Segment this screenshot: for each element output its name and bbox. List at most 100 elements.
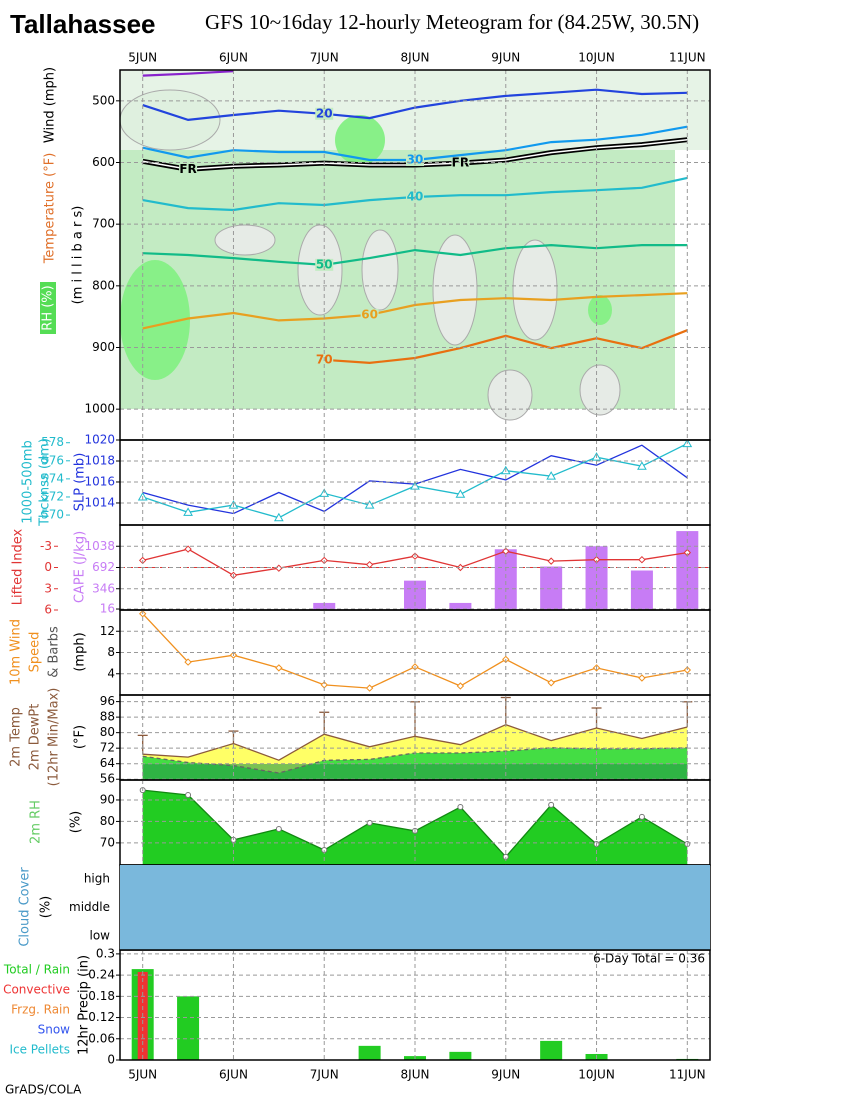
- mph-label: (mph): [73, 632, 88, 671]
- marker: [637, 461, 647, 470]
- line-label: 60: [361, 307, 378, 321]
- x-tick-label: 7JUN: [310, 1068, 339, 1082]
- marker: [275, 825, 282, 832]
- marker: [638, 674, 646, 682]
- y-tick-label: 8: [107, 645, 115, 659]
- wind-speed-label: Speed: [28, 632, 43, 673]
- temp2m-label: 2m Temp: [9, 707, 24, 767]
- x-tick-label: 8JUN: [401, 1068, 430, 1082]
- marker: [457, 804, 464, 811]
- y2-tick-label: -3: [40, 539, 52, 553]
- li-label: Lifted Index: [11, 528, 26, 605]
- marker: [548, 801, 555, 808]
- y-tick-label: 0.24: [88, 968, 115, 982]
- bar: [540, 1040, 563, 1060]
- panel: 0 0.06 0.12 0.18 0.24 0.3 Total / Rain Convecti…: [3, 946, 711, 1067]
- legend-entry: Total / Rain: [3, 963, 70, 977]
- y-tick-label: 0.12: [88, 1010, 115, 1024]
- y-tick-label: 1000: [84, 402, 115, 416]
- y-tick-label: 0.06: [88, 1031, 115, 1045]
- pct-label: (%): [69, 811, 84, 834]
- line: [324, 329, 688, 365]
- y-tick-label: 1018: [84, 453, 115, 467]
- wind-label: Wind (mph): [43, 67, 58, 143]
- bar: [540, 566, 563, 610]
- x-tick-label: 10JUN: [578, 1068, 615, 1082]
- legend-entry: Snow: [38, 1023, 71, 1037]
- y-tick-label: 56: [100, 772, 115, 786]
- line-label: FR: [179, 162, 196, 176]
- rh-label: RH (%): [41, 285, 56, 330]
- line: [142, 70, 234, 77]
- marks: [137, 440, 693, 522]
- marks: [138, 610, 692, 692]
- degf-label: (°F): [73, 725, 88, 749]
- barbs-label: & Barbs: [47, 626, 62, 678]
- cloud-category: low: [90, 928, 111, 942]
- y2-tick-label: 574: [41, 471, 64, 485]
- marker: [275, 664, 283, 672]
- marker: [184, 658, 192, 666]
- x-tick-label: 5JUN: [128, 51, 157, 65]
- y-tick-label: 1014: [84, 495, 115, 509]
- marker: [185, 792, 192, 799]
- y-tick-label: 1016: [84, 474, 115, 488]
- location: Tallahassee: [10, 9, 156, 39]
- legend-entry: Ice Pellets: [9, 1043, 70, 1057]
- marker: [638, 813, 645, 820]
- bar: [494, 549, 517, 610]
- y2-tick-label: 0: [44, 560, 52, 574]
- legend-entry: Frzg. Rain: [11, 1003, 70, 1017]
- annotation: 6-Day Total = 0.36: [593, 952, 705, 966]
- thickness-label: Thcknss (dm): [38, 438, 53, 527]
- x-tick-label: 9JUN: [491, 1068, 520, 1082]
- y-tick-label: 88: [100, 710, 115, 724]
- y-tick-label: 72: [100, 741, 115, 755]
- y-tick-label: 692: [92, 560, 115, 574]
- y-tick-label: 4: [107, 666, 115, 680]
- line-label: 50: [316, 257, 333, 271]
- cloud-background: [120, 865, 710, 950]
- line-label-bg: [406, 154, 424, 167]
- marker: [365, 560, 374, 569]
- y-tick-label: 1020: [84, 433, 115, 447]
- y-tick-label: 80: [100, 814, 115, 828]
- y2-tick-label: 570: [41, 508, 64, 522]
- x-tick-label: 5JUN: [128, 1068, 157, 1082]
- temp-label: Temperature (°F): [43, 153, 58, 265]
- bar: [585, 546, 608, 610]
- panel-frame: [119, 949, 711, 1061]
- rh-key: [40, 282, 56, 334]
- y2-tick-label: 6: [44, 603, 52, 617]
- bar: [449, 1051, 472, 1060]
- x-tick-label: 7JUN: [310, 51, 339, 65]
- marker: [183, 507, 193, 516]
- cape-label: CAPE (J/kg): [73, 531, 88, 603]
- marker: [547, 557, 555, 565]
- y2-tick-label: 576: [41, 453, 64, 467]
- y-tick-label: 96: [100, 694, 115, 708]
- slp-label: SLP (mb): [73, 453, 88, 512]
- pressure-label: (m i l l i b a r s): [71, 206, 86, 305]
- panel: 1014 1016 1018 1020 570 572 574 576 578: [41, 433, 711, 526]
- y-tick-label: 0.18: [88, 989, 115, 1003]
- panel: 16 346 692 1038 -3 0 3 6: [40, 524, 711, 617]
- y-tick-label: 900: [92, 340, 115, 354]
- x-tick-label: 6JUN: [219, 1068, 248, 1082]
- y-tick-label: 700: [92, 217, 115, 231]
- legend-entry: Convective: [3, 983, 70, 997]
- y-tick-label: 90: [100, 792, 115, 806]
- y-tick-label: 500: [92, 93, 115, 107]
- marker: [456, 563, 465, 572]
- x-tick-label: 11JUN: [669, 51, 706, 65]
- bar: [358, 1045, 381, 1060]
- line-label: FR: [452, 156, 469, 170]
- y-tick-label: 346: [92, 581, 115, 595]
- x-tick-label: 6JUN: [219, 51, 248, 65]
- marker: [546, 471, 557, 480]
- y-tick-label: 70: [100, 835, 115, 849]
- line-label-bg: [360, 308, 379, 321]
